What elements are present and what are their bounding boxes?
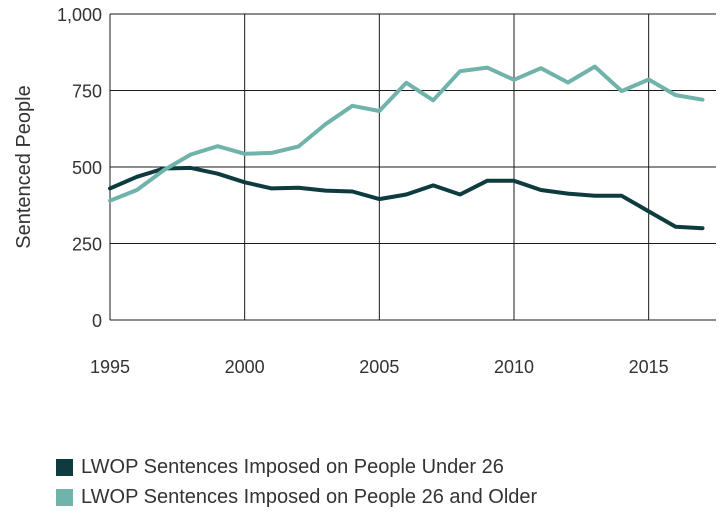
legend-label-26-and-older: LWOP Sentences Imposed on People 26 and …: [81, 485, 538, 508]
tick-labels: 0 250 500 750 1,000 1995 2000 2005 2010 2015: [57, 5, 669, 377]
legend-swatch-under-26: [56, 458, 73, 476]
y-axis-label: Sentenced People: [13, 85, 35, 248]
y-tick-label: 500: [72, 158, 102, 178]
series-line-under-26: [108, 165, 705, 231]
legend-swatch-26-and-older: [56, 488, 73, 506]
y-tick-label: 250: [72, 235, 102, 255]
legend-item-26-and-older: LWOP Sentences Imposed on People 26 and …: [56, 482, 537, 512]
series-line-26-and-older: [108, 64, 705, 203]
axes: [109, 14, 716, 321]
x-tick-label: 2000: [225, 357, 265, 377]
x-tick-label: 2015: [629, 357, 669, 377]
legend-label-under-26: LWOP Sentences Imposed on People Under 2…: [81, 455, 504, 478]
x-tick-label: 1995: [90, 357, 130, 377]
series-lines: [108, 64, 705, 231]
y-tick-label: 0: [92, 311, 102, 331]
y-tick-label: 1,000: [57, 5, 102, 25]
grid: [110, 13, 716, 320]
x-tick-label: 2010: [494, 357, 534, 377]
legend-item-under-26: LWOP Sentences Imposed on People Under 2…: [56, 452, 537, 482]
x-tick-label: 2005: [359, 357, 399, 377]
y-tick-label: 750: [72, 82, 102, 102]
legend: LWOP Sentences Imposed on People Under 2…: [56, 452, 537, 512]
